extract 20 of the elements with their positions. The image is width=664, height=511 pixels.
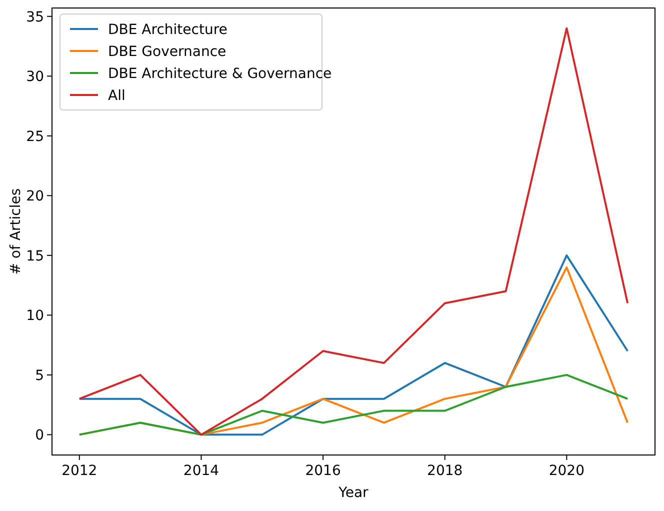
legend-label: DBE Architecture & Governance [108,66,332,82]
y-tick-label: 0 [35,428,44,444]
x-axis-title: Year [338,485,369,501]
y-tick-label: 5 [35,368,44,384]
y-tick-label: 15 [26,248,44,264]
y-axis-title: # of Articles [8,188,24,275]
x-tick-label: 2018 [427,463,463,479]
y-tick-label: 30 [26,69,44,86]
y-tick-label: 20 [26,188,44,205]
y-tick-label: 10 [26,308,44,324]
line-series [78,374,629,436]
legend-label: DBE Governance [108,44,226,60]
legend-label: DBE Architecture [108,22,228,38]
y-tick-label: 35 [26,9,44,26]
x-tick-label: 2012 [62,463,98,479]
x-tick-label: 2014 [183,463,220,479]
legend-label: All [108,88,126,104]
x-tick-label: 2016 [305,463,341,479]
y-tick-label: 25 [26,128,44,145]
x-tick-label: 2020 [548,463,584,479]
